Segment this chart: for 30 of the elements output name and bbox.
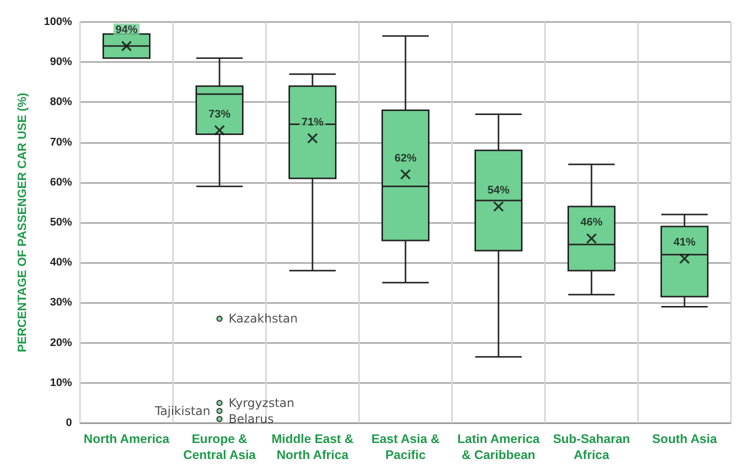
x-tick-label: Sub-Saharan Africa [552,432,630,462]
y-axis-title: PERCENTAGE OF PASSENGER CAR USE (%) [15,92,29,352]
x-tick-label: North America [84,432,170,446]
y-tick-label: 40% [50,256,72,269]
x-tick-label: Latin America & Caribbean [457,432,541,462]
annotation: Tajikistan [154,404,210,418]
y-tick-label: 50% [50,216,72,228]
y-tick-label: 60% [50,176,72,188]
y-tick-label: 20% [50,336,72,349]
y-tick-label: 90% [50,56,72,68]
annotation: Belarus [228,412,274,426]
y-tick-label: 10% [50,376,72,389]
text: 41% [673,236,696,249]
y-tick-label: 0 [66,417,72,429]
text: 46% [580,216,603,229]
x-tick-label: Europe & Central Asia [183,432,257,462]
text: 73% [208,108,231,120]
y-tick-label: 80% [50,96,72,108]
text: 94% [115,24,138,36]
annotation: Kyrgyzstan [228,396,294,410]
x-tick-label: East Asia & Pacific [371,432,440,462]
y-tick-label: 100% [44,16,72,28]
y-tick-label: 70% [50,136,72,148]
annotation: Kazakhstan [228,312,298,326]
text: 71% [301,116,324,128]
text: 54% [487,184,510,197]
x-tick-label: South Asia [652,432,718,446]
y-tick-label: 30% [50,296,72,309]
text: 62% [394,152,417,164]
x-tick-label: Middle East & North Africa [272,432,354,462]
